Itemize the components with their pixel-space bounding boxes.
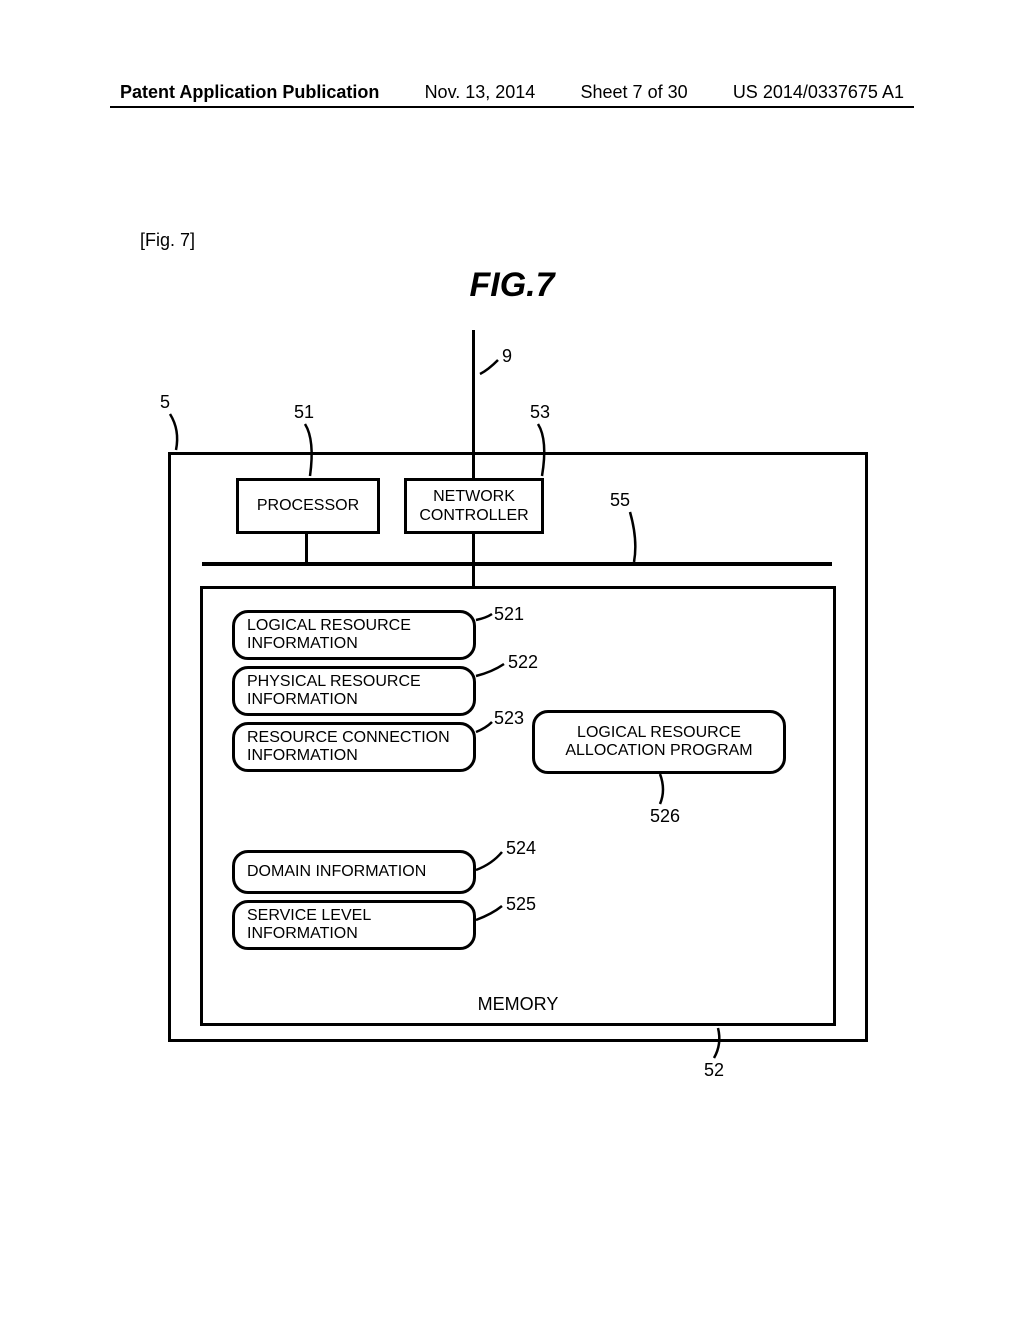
box-521: LOGICAL RESOURCE INFORMATION bbox=[232, 610, 476, 660]
box-524: DOMAIN INFORMATION bbox=[232, 850, 476, 894]
box-524-label: DOMAIN INFORMATION bbox=[247, 863, 426, 881]
processor-label: PROCESSOR bbox=[257, 497, 359, 515]
figure-title: FIG.7 bbox=[0, 266, 1024, 305]
network-bus-stub bbox=[472, 534, 475, 564]
box-521-label: LOGICAL RESOURCE INFORMATION bbox=[247, 617, 473, 654]
box-526-label: LOGICAL RESOURCE ALLOCATION PROGRAM bbox=[535, 724, 783, 761]
bus-line bbox=[202, 562, 832, 566]
ref-53: 53 bbox=[530, 402, 550, 423]
box-526: LOGICAL RESOURCE ALLOCATION PROGRAM bbox=[532, 710, 786, 774]
header-rule bbox=[110, 106, 914, 108]
network-controller-label: NETWORK CONTROLLER bbox=[407, 487, 541, 525]
box-523-label: RESOURCE CONNECTION INFORMATION bbox=[247, 729, 473, 766]
memory-label: MEMORY bbox=[200, 994, 836, 1015]
ref-524: 524 bbox=[506, 838, 536, 859]
header-sheet: Sheet 7 of 30 bbox=[581, 82, 688, 103]
header-left: Patent Application Publication bbox=[120, 82, 379, 103]
ref-55: 55 bbox=[610, 490, 630, 511]
box-525: SERVICE LEVEL INFORMATION bbox=[232, 900, 476, 950]
ref-525: 525 bbox=[506, 894, 536, 915]
memory-bus-stub bbox=[472, 564, 475, 586]
box-522: PHYSICAL RESOURCE INFORMATION bbox=[232, 666, 476, 716]
network-controller-box: NETWORK CONTROLLER bbox=[404, 478, 544, 534]
ref-521: 521 bbox=[494, 604, 524, 625]
header-right: US 2014/0337675 A1 bbox=[733, 82, 904, 103]
ref-523: 523 bbox=[494, 708, 524, 729]
ref-52: 52 bbox=[704, 1060, 724, 1081]
ref-9: 9 bbox=[502, 346, 512, 367]
ref-51: 51 bbox=[294, 402, 314, 423]
ref-526: 526 bbox=[650, 806, 680, 827]
box-523: RESOURCE CONNECTION INFORMATION bbox=[232, 722, 476, 772]
ref-522: 522 bbox=[508, 652, 538, 673]
box-525-label: SERVICE LEVEL INFORMATION bbox=[247, 907, 473, 944]
box-522-label: PHYSICAL RESOURCE INFORMATION bbox=[247, 673, 473, 710]
header-date: Nov. 13, 2014 bbox=[425, 82, 536, 103]
ref-5: 5 bbox=[160, 392, 170, 413]
diagram: PROCESSOR NETWORK CONTROLLER MEMORY LOGI… bbox=[140, 330, 884, 1090]
page-header: Patent Application Publication Nov. 13, … bbox=[0, 82, 1024, 103]
processor-bus-stub bbox=[305, 534, 308, 564]
processor-box: PROCESSOR bbox=[236, 478, 380, 534]
figure-ref: [Fig. 7] bbox=[140, 230, 195, 251]
